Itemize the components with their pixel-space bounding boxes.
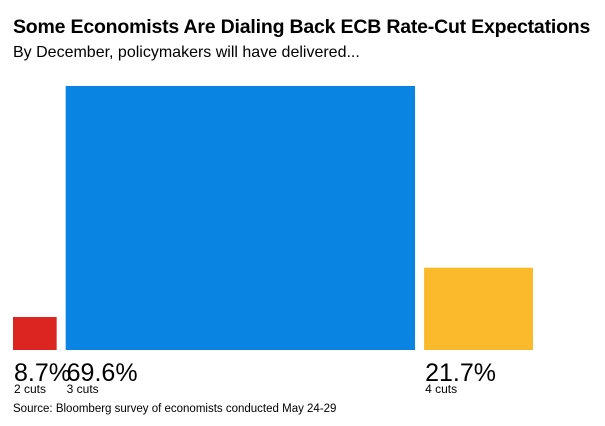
chart-subtitle: By December, policymakers will have deli… (13, 44, 360, 61)
value-label: 69.6% (67, 359, 138, 387)
value-label: 21.7% (425, 359, 496, 387)
chart-title: Some Economists Are Dialing Back ECB Rat… (13, 16, 591, 38)
bar-3-cuts (65, 86, 416, 350)
value-label: 8.7% (14, 359, 71, 387)
category-label: 4 cuts (425, 382, 457, 396)
source-note: Source: Bloomberg survey of economists c… (13, 403, 337, 415)
category-label: 3 cuts (67, 382, 99, 396)
bar-2-cuts (13, 317, 57, 350)
category-label: 2 cuts (14, 382, 46, 396)
bar-4-cuts (424, 267, 533, 350)
